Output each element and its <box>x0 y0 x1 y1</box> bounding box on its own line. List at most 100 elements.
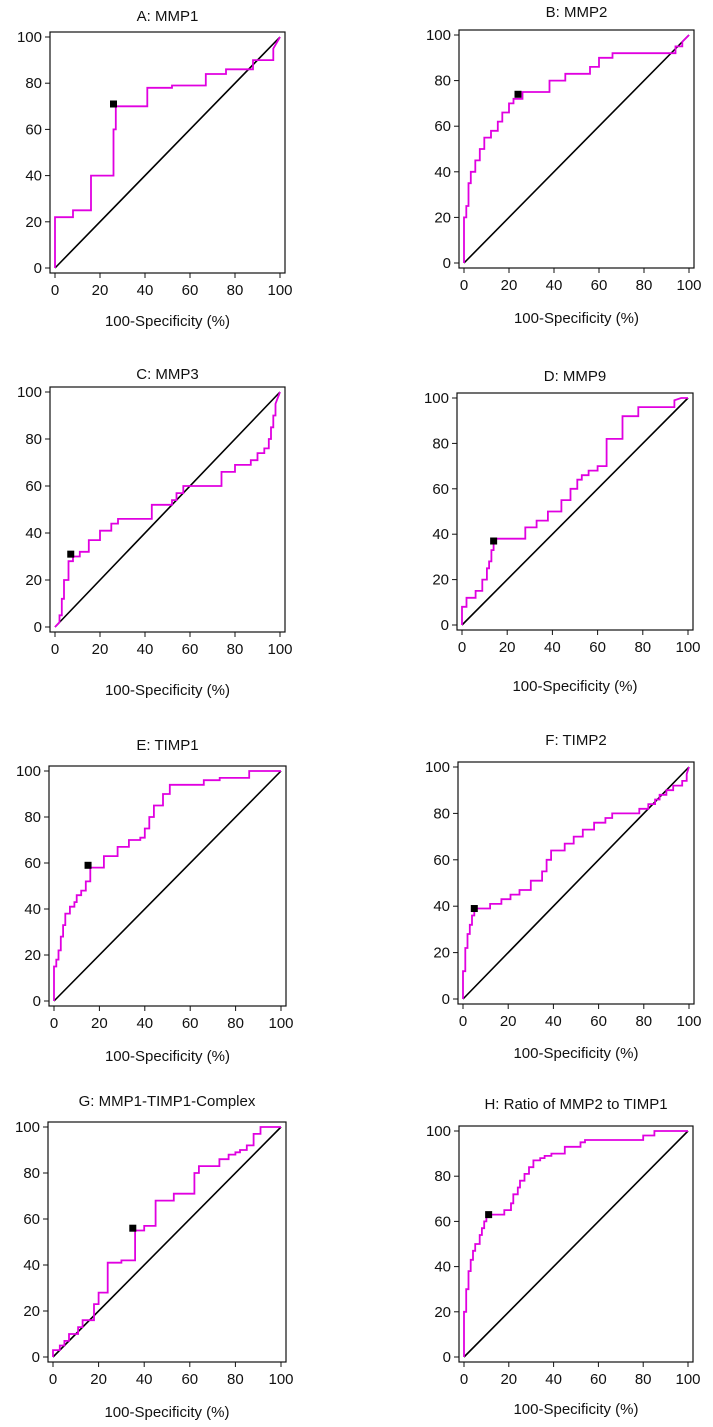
x-axis-label: 100-Specificity (%) <box>513 1401 639 1418</box>
plot-frame <box>48 765 287 1007</box>
x-axis-label: 100-Specificity (%) <box>513 1045 639 1062</box>
x-tick-label: 100 <box>676 1013 701 1030</box>
chart-panel-b: B: MMP2 0 0 20 20 40 40 60 60 80 80 100 100 100-Spe… <box>356 0 713 340</box>
y-tick-label: 80 <box>25 75 42 92</box>
y-tick-label: 80 <box>433 805 450 822</box>
y-tick-label: 0 <box>443 1349 451 1366</box>
roc-curve <box>462 766 690 999</box>
x-tick-label: 80 <box>227 641 244 658</box>
reference-diagonal <box>53 770 282 1002</box>
roc-curve <box>461 397 688 625</box>
x-tick-label: 60 <box>589 639 606 656</box>
roc-curve <box>54 36 281 268</box>
y-tick-label: 60 <box>25 121 42 138</box>
y-tick-label: 0 <box>34 260 42 277</box>
chart-title: C: MMP3 <box>136 366 199 383</box>
x-tick-label: 0 <box>458 639 466 656</box>
y-tick-label: 100 <box>424 390 449 407</box>
chart-panel-c: C: MMP3 0 0 20 20 40 40 60 60 80 80 100 100 100-Spe… <box>0 355 356 700</box>
chart-title: F: TIMP2 <box>545 732 607 749</box>
chart-panel-h: H: Ratio of MMP2 to TIMP1 0 0 20 20 40 40 60 60… <box>356 1070 713 1427</box>
y-tick-label: 0 <box>443 255 451 272</box>
y-tick-label: 100 <box>15 1119 40 1136</box>
y-tick-label: 80 <box>25 431 42 448</box>
roc-plot: 00 20 20 40 40 60 60 80 80 100 100 <box>426 27 702 294</box>
y-tick-label: 20 <box>23 1303 40 1320</box>
y-tick-label: 60 <box>23 1211 40 1228</box>
y-tick-label: 40 <box>24 901 41 918</box>
y-tick-label: 0 <box>34 619 42 636</box>
cutoff-marker <box>470 905 478 913</box>
chart-panel-a: A: MMP1 0 0 20 20 40 40 60 60 80 80 100 100 100-Spe… <box>0 0 356 340</box>
chart-title: D: MMP9 <box>543 368 607 385</box>
chart-panel-f: F: TIMP2 0 0 20 20 40 40 60 60 80 80 100 100 100-Sp… <box>356 710 713 1062</box>
x-tick-label: 80 <box>634 639 651 656</box>
x-tick-label: 100 <box>675 1371 700 1388</box>
plot-frame <box>49 31 286 274</box>
x-tick-label: 20 <box>500 1013 517 1030</box>
x-tick-label: 0 <box>51 641 59 658</box>
cutoff-marker <box>67 550 75 558</box>
x-tick-label: 60 <box>590 1013 607 1030</box>
y-tick-label: 20 <box>432 572 449 589</box>
y-tick-label: 60 <box>434 1213 451 1230</box>
plot-frame <box>49 386 286 633</box>
roc-plot: 00 20 20 40 40 60 60 80 80 100 100 <box>17 384 293 658</box>
roc-plot: 00 20 20 40 40 60 60 80 80 100 100 <box>17 29 293 299</box>
y-tick-label: 0 <box>442 991 450 1008</box>
x-axis-label: 100-Specificity (%) <box>104 1048 231 1065</box>
y-tick-label: 20 <box>434 209 451 226</box>
y-tick-label: 40 <box>434 1259 451 1276</box>
cutoff-marker <box>110 100 117 108</box>
x-tick-label: 20 <box>90 1371 107 1388</box>
reference-diagonal <box>52 1126 282 1358</box>
y-tick-label: 40 <box>432 526 449 543</box>
y-tick-label: 60 <box>24 855 41 872</box>
x-tick-label: 40 <box>544 639 561 656</box>
y-tick-label: 80 <box>23 1165 40 1182</box>
y-tick-label: 20 <box>25 214 42 231</box>
plot-frame <box>456 392 694 631</box>
roc-plot: 00 20 20 40 40 60 60 80 80 100 100 <box>15 1119 294 1388</box>
y-tick-label: 80 <box>24 809 41 826</box>
y-tick-label: 100 <box>16 763 41 780</box>
reference-diagonal <box>54 36 281 269</box>
x-axis-label: 100-Specificity (%) <box>513 310 640 327</box>
x-tick-label: 80 <box>636 277 653 294</box>
chart-title: E: TIMP1 <box>136 737 199 754</box>
y-tick-label: 0 <box>32 1349 40 1366</box>
y-tick-label: 80 <box>434 1168 451 1185</box>
chart-panel-g: G: MMP1-TIMP1-Complex 0 0 20 20 40 40 60 60 80 80… <box>0 1070 356 1427</box>
x-tick-label: 40 <box>136 1371 153 1388</box>
x-axis-label: 100-Specificity (%) <box>104 1404 230 1421</box>
y-tick-label: 100 <box>426 27 451 44</box>
cutoff-marker <box>485 1211 493 1219</box>
y-tick-label: 100 <box>17 29 42 46</box>
x-tick-label: 60 <box>181 1371 198 1388</box>
x-tick-label: 0 <box>51 282 59 299</box>
x-tick-label: 40 <box>137 282 154 299</box>
roc-curve <box>54 391 281 628</box>
x-axis-label: 100-Specificity (%) <box>104 313 231 330</box>
x-tick-label: 60 <box>182 641 199 658</box>
x-tick-label: 60 <box>182 1015 199 1032</box>
plot-frame <box>457 761 695 1005</box>
y-tick-label: 100 <box>426 1123 451 1140</box>
x-tick-label: 20 <box>92 282 109 299</box>
y-tick-label: 60 <box>433 852 450 869</box>
x-tick-label: 40 <box>546 277 563 294</box>
x-tick-label: 20 <box>92 641 109 658</box>
y-tick-label: 80 <box>432 435 449 452</box>
x-axis-label: 100-Specificity (%) <box>104 682 231 699</box>
x-tick-label: 0 <box>459 1013 467 1030</box>
reference-diagonal <box>463 1130 689 1358</box>
plot-frame <box>458 1125 694 1363</box>
x-tick-label: 40 <box>137 641 154 658</box>
x-tick-label: 100 <box>268 1371 293 1388</box>
y-tick-label: 40 <box>25 168 42 185</box>
x-tick-label: 60 <box>590 1371 607 1388</box>
x-tick-label: 100 <box>267 282 292 299</box>
roc-curve <box>463 1130 688 1357</box>
roc-curve <box>52 1126 281 1357</box>
x-tick-label: 20 <box>499 639 516 656</box>
